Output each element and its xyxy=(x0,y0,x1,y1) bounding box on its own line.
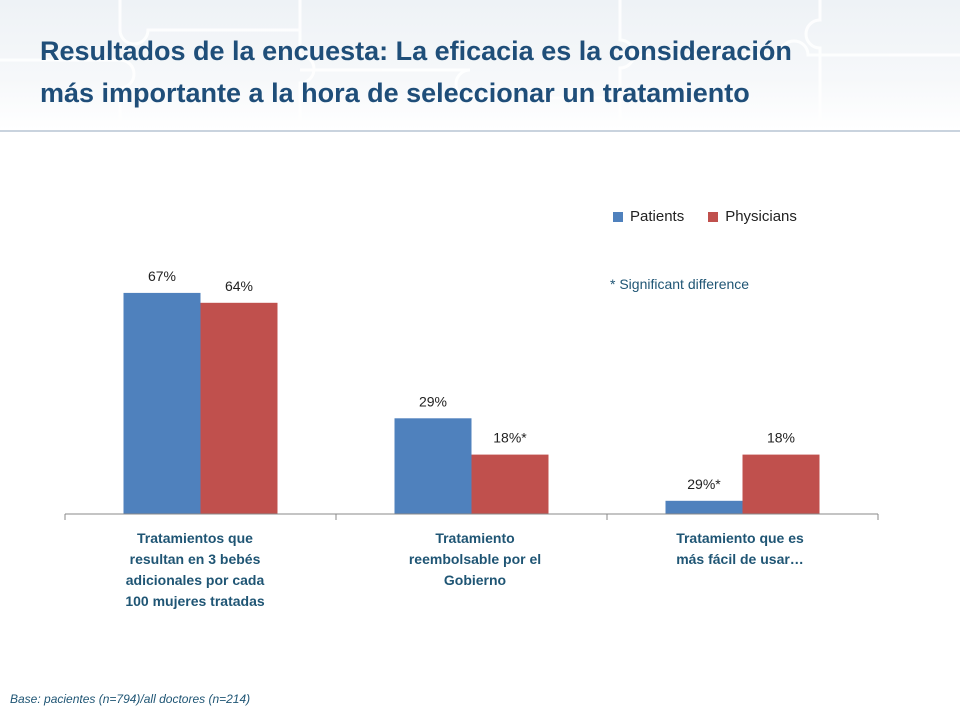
slide-title-line-2: más importante a la hora de seleccionar … xyxy=(40,78,750,108)
category-label-line: reembolsable por el xyxy=(408,551,542,567)
bar-patients-0 xyxy=(123,292,201,514)
puzzle-background-icon xyxy=(0,0,960,130)
category-label-line: Gobierno xyxy=(443,572,507,588)
base-footnote: Base: pacientes (n=794)/all doctores (n=… xyxy=(10,692,251,706)
data-label-patients-0: 67% xyxy=(148,268,176,284)
bar-physicians-2 xyxy=(742,454,820,514)
bar-patients-1 xyxy=(394,418,472,514)
category-label-line: Tratamiento que es xyxy=(676,530,804,546)
data-label-patients-1: 29% xyxy=(419,393,447,409)
legend-item-patients: Patients xyxy=(613,208,684,225)
data-label-physicians-2: 18% xyxy=(767,430,795,446)
legend-swatch-physicians xyxy=(708,211,719,222)
category-label-1: Tratamiento reembolsable por el Gobierno xyxy=(370,528,580,591)
chart-legend: Patients Physicians xyxy=(613,208,797,225)
legend-label-physicians: Physicians xyxy=(725,208,797,225)
header-band xyxy=(0,0,960,132)
slide-title: Resultados de la encuesta: La eficacia e… xyxy=(40,30,920,114)
significance-note: * Significant difference xyxy=(610,276,750,292)
bar-physicians-1 xyxy=(471,454,549,514)
legend-swatch-patients xyxy=(613,211,623,222)
category-label-line: Tratamientos que xyxy=(137,530,253,546)
category-label-0: Tratamientos que resultan en 3 bebés adi… xyxy=(95,528,295,612)
data-label-patients-2: 29%* xyxy=(687,476,721,492)
category-label-line: Tratamiento xyxy=(435,530,515,546)
legend-item-physicians: Physicians xyxy=(708,208,797,225)
legend-label-patients: Patients xyxy=(630,208,685,225)
bar-physicians-0 xyxy=(200,302,278,514)
data-label-physicians-1: 18%* xyxy=(493,430,527,446)
category-label-line: más fácil de usar… xyxy=(676,551,804,567)
category-label-2: Tratamiento que es más fácil de usar… xyxy=(640,528,840,570)
category-label-line: 100 mujeres tratadas xyxy=(125,593,265,609)
data-label-physicians-0: 64% xyxy=(225,278,253,294)
category-label-line: adicionales por cada xyxy=(125,572,265,588)
slide-title-line-1: Resultados de la encuesta: La eficacia e… xyxy=(40,36,792,66)
category-label-line: resultan en 3 bebés xyxy=(129,551,261,567)
bar-patients-2 xyxy=(665,500,743,514)
